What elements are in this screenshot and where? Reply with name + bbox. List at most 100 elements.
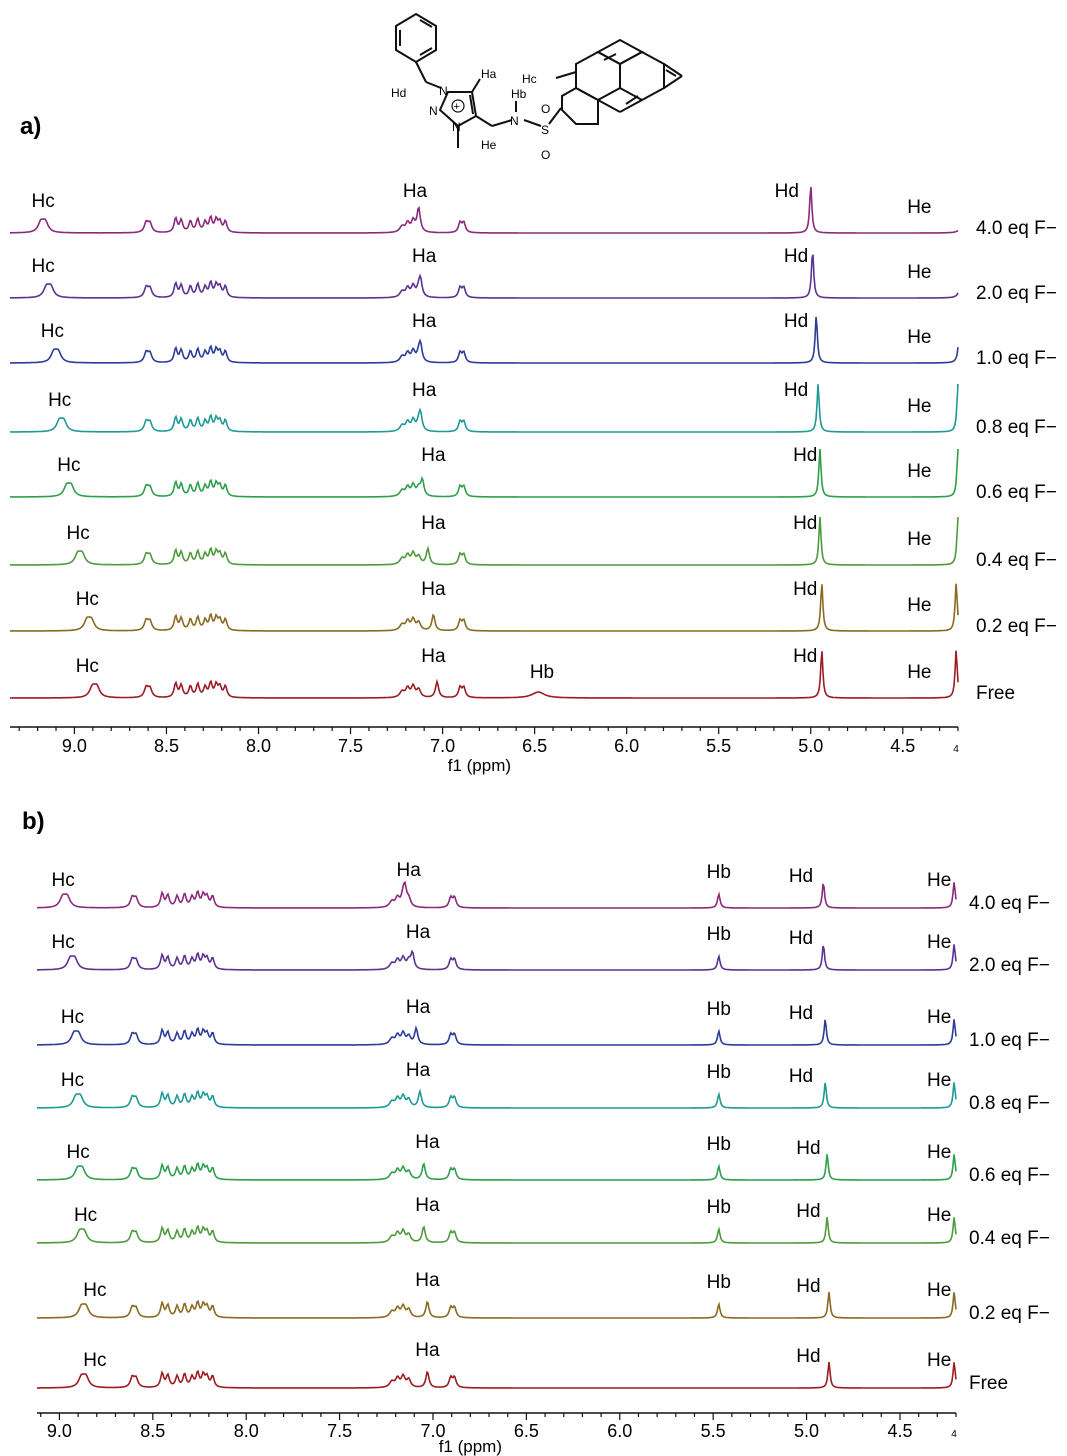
x-tick-label: 8.5 (140, 1421, 165, 1441)
spectrum-trace: Hc Ha Hd He 0.2 eq F− (10, 579, 1057, 637)
cation-plus-icon: + (454, 101, 460, 113)
spectrum-trace: Hc Ha Hb Hd He 1.0 eq F− (37, 997, 1050, 1051)
peak-label-hc: Hc (41, 321, 64, 342)
peak-label-ha: Ha (397, 860, 422, 881)
peak-label-hc: Hc (52, 870, 75, 891)
trace-label: 2.0 eq F− (976, 283, 1057, 304)
peak-label-ha: Ha (415, 1132, 440, 1153)
x-tick-label: 6.0 (607, 1421, 632, 1441)
peak-label-hc: Hc (83, 1280, 106, 1301)
peak-label-ha: Ha (415, 1270, 440, 1291)
peak-label-hd: Hd (796, 1346, 820, 1367)
spectrum-trace: Hc Ha Hb Hd He 4.0 eq F− (37, 860, 1050, 914)
peak-label-ha: Ha (415, 1195, 440, 1216)
spectrum-trace: Hc Ha Hd He Free (37, 1340, 1008, 1394)
trace-label: 0.8 eq F− (969, 1093, 1050, 1114)
peak-label-hb: Hb (707, 1062, 731, 1083)
spectra-panel-a: 9.0 8.5 8.0 7.5 7.0 6.5 6.0 5.5 5.0 4.5 4 f1 (ppm) H… (10, 181, 1057, 775)
structure-atom-s: S (541, 123, 549, 137)
peak-label-he: He (927, 1350, 951, 1371)
peak-label-he: He (927, 1007, 951, 1028)
x-tick-label: 8.0 (246, 736, 271, 756)
peak-label-ha: Ha (421, 445, 446, 466)
x-tick-label: 4.5 (890, 736, 915, 756)
peak-label-he: He (907, 529, 931, 550)
peak-label-hc: Hc (48, 390, 71, 411)
trace-label: Free (976, 683, 1015, 704)
structure-atom-n3: N (452, 120, 461, 134)
spectrum-line (10, 254, 959, 299)
structure-atom-o2: O (541, 148, 550, 162)
peak-label-he: He (907, 197, 931, 218)
structure-label-hc: Hc (522, 72, 537, 86)
peak-label-hc: Hc (76, 589, 99, 610)
peak-label-hc: Hc (61, 1070, 84, 1091)
x-tick-label: 6.0 (614, 736, 639, 756)
trace-label: Free (969, 1373, 1008, 1394)
peak-label-he: He (907, 595, 931, 616)
trace-label: 0.2 eq F− (976, 616, 1057, 637)
spectrum-trace: Hc Ha Hb Hd He 0.4 eq F− (37, 1195, 1050, 1249)
molecule-structure-drawing (395, 12, 683, 148)
peak-label-hc: Hc (32, 191, 55, 212)
structure-atom-o1: O (541, 102, 550, 116)
peak-label-he: He (907, 461, 931, 482)
peak-label-he: He (927, 1280, 951, 1301)
peak-label-he: He (907, 662, 931, 683)
peak-label-he: He (927, 1205, 951, 1226)
peak-label-hd: Hd (789, 928, 813, 949)
peak-label-hd: Hd (793, 579, 817, 600)
x-tick-label: 5.5 (701, 1421, 726, 1441)
spectrum-line (10, 316, 959, 364)
trace-label: 0.6 eq F− (969, 1165, 1050, 1186)
structure-label-ha: Ha (481, 67, 497, 81)
peak-label-ha: Ha (412, 311, 437, 332)
peak-label-hc: Hc (83, 1350, 106, 1371)
peak-label-ha: Ha (406, 922, 431, 943)
peak-label-hc: Hc (32, 256, 55, 277)
peak-label-hb: Hb (707, 999, 731, 1020)
spectrum-line (37, 1291, 957, 1319)
peak-label-he: He (907, 262, 931, 283)
spectrum-trace: Hc Ha Hd He 0.6 eq F− (10, 445, 1057, 503)
trace-label: 1.0 eq F− (976, 348, 1057, 369)
x-tick-label: 8.5 (154, 736, 179, 756)
spectrum-trace: Hc Ha Hd He 0.4 eq F− (10, 513, 1057, 571)
peak-label-ha: Ha (403, 181, 428, 202)
peak-label-hc: Hc (52, 932, 75, 953)
spectra-panel-b: 9.0 8.5 8.0 7.5 7.0 6.5 6.0 5.5 5.0 4.5 4 f1 (ppm) H… (37, 860, 1050, 1456)
peak-label-hd: Hd (793, 445, 817, 466)
spectrum-line (10, 448, 959, 498)
structure-atom-n1: N (439, 84, 448, 98)
x-tick-label: 5.0 (798, 736, 823, 756)
peak-label-hd: Hd (784, 380, 808, 401)
structure-atom-n4: N (510, 114, 519, 128)
peak-label-ha: Ha (421, 579, 446, 600)
spectrum-trace: Hc Ha Hb Hd He Free (10, 646, 1015, 704)
spectrum-line (37, 1019, 957, 1046)
x-tick-label: 5.0 (794, 1421, 819, 1441)
peak-label-hb: Hb (707, 1272, 731, 1293)
spectrum-trace: Hc Ha Hb Hd He 0.8 eq F− (37, 1060, 1050, 1114)
peak-label-he: He (907, 396, 931, 417)
panel-label-b: b) (22, 808, 45, 835)
x-tick-label: 7.5 (327, 1421, 352, 1441)
peak-label-hb: Hb (707, 862, 731, 883)
x-tick-label: 4 (951, 1429, 957, 1440)
peak-label-hd: Hd (796, 1138, 820, 1159)
spectrum-trace: Hc Ha Hb Hd He 2.0 eq F− (37, 922, 1050, 976)
peak-label-hd: Hd (796, 1276, 820, 1297)
spectrum-line (37, 1361, 957, 1389)
peak-label-hc: Hc (74, 1205, 97, 1226)
trace-label: 0.4 eq F− (976, 550, 1057, 571)
spectrum-line (10, 186, 959, 234)
peak-label-ha: Ha (415, 1340, 440, 1361)
peak-label-hd: Hd (793, 646, 817, 667)
peak-label-hd: Hd (796, 1201, 820, 1222)
structure-atom-n2: N (429, 104, 438, 118)
peak-label-hd: Hd (793, 513, 817, 534)
peak-label-ha: Ha (421, 513, 446, 534)
peak-label-he: He (927, 1070, 951, 1091)
x-tick-label: 4 (953, 744, 959, 755)
